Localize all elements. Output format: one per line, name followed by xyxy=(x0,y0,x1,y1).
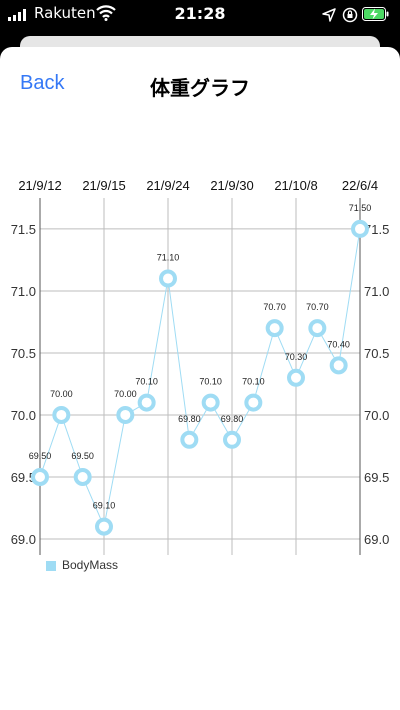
data-point xyxy=(329,356,348,375)
data-point xyxy=(201,393,220,412)
data-label: 70.00 xyxy=(114,389,137,399)
weight-chart: 69.0 69.0 69.5 69.5 70.0 70.0 70.5 70.5 71.0 71.0… xyxy=(11,178,389,555)
x-tick-label: 21/9/15 xyxy=(82,178,125,193)
legend-label: BodyMass xyxy=(62,558,119,572)
data-label: 70.30 xyxy=(285,352,308,362)
series-line xyxy=(39,228,361,529)
data-point xyxy=(116,405,135,424)
y-tick-label-left: 69.0 xyxy=(11,532,36,547)
y-tick-label-right: 70.5 xyxy=(364,346,389,361)
data-label: 70.10 xyxy=(135,377,158,387)
data-point xyxy=(287,368,305,387)
data-label: 69.50 xyxy=(29,451,52,461)
data-point xyxy=(308,319,327,338)
data-label: 70.10 xyxy=(199,377,222,387)
data-point xyxy=(180,430,199,449)
data-label: 70.70 xyxy=(306,302,329,312)
data-point xyxy=(223,430,241,449)
data-point xyxy=(31,467,49,486)
x-tick-label: 21/9/24 xyxy=(146,178,189,193)
y-tick-label-right: 71.5 xyxy=(364,222,389,237)
y-tick-label-left: 69.5 xyxy=(11,470,36,485)
y-tick-label-left: 70.0 xyxy=(11,408,36,423)
status-bar: Rakuten 21:28 xyxy=(0,0,400,30)
data-point xyxy=(95,517,113,536)
x-tick-label: 21/9/30 xyxy=(210,178,253,193)
data-label: 70.10 xyxy=(242,377,265,387)
x-tick-label: 21/10/8 xyxy=(274,178,317,193)
legend-swatch xyxy=(46,561,56,571)
data-label: 70.70 xyxy=(263,302,286,312)
y-tick-label-right: 71.0 xyxy=(364,284,389,299)
x-tick-label: 22/6/4 xyxy=(342,178,378,193)
data-label: 69.50 xyxy=(71,451,94,461)
data-point xyxy=(159,269,177,288)
data-label: 70.40 xyxy=(327,339,350,349)
y-tick-label-left: 71.0 xyxy=(11,284,36,299)
carrier-name: Rakuten xyxy=(34,4,96,22)
y-tick-label-left: 70.5 xyxy=(11,346,36,361)
battery-charging-icon xyxy=(362,7,389,21)
x-tick-label: 21/9/12 xyxy=(18,178,61,193)
back-button[interactable]: Back xyxy=(20,72,65,94)
y-tick-label-right: 69.5 xyxy=(364,470,389,485)
data-point xyxy=(265,319,284,338)
y-tick-label-left: 71.5 xyxy=(11,222,36,237)
y-tick-label-right: 70.0 xyxy=(364,408,389,423)
signal-icon xyxy=(8,9,26,21)
status-time: 21:28 xyxy=(174,4,226,23)
page-title: 体重グラフ xyxy=(150,76,250,100)
modal-sheet xyxy=(0,47,400,710)
data-label: 69.10 xyxy=(93,501,116,511)
data-point xyxy=(52,405,71,424)
data-label: 69.80 xyxy=(221,414,244,424)
data-point xyxy=(137,393,156,412)
y-tick-label-right: 69.0 xyxy=(364,532,389,547)
data-point xyxy=(244,393,263,412)
data-label: 70.00 xyxy=(50,389,73,399)
orientation-lock-icon xyxy=(342,7,358,23)
wifi-icon xyxy=(96,5,116,21)
data-label: 69.80 xyxy=(178,414,201,424)
data-label: 71.50 xyxy=(349,203,372,213)
data-point xyxy=(351,219,369,238)
data-label: 71.10 xyxy=(157,253,180,263)
data-point xyxy=(73,467,92,486)
location-icon xyxy=(322,8,336,22)
